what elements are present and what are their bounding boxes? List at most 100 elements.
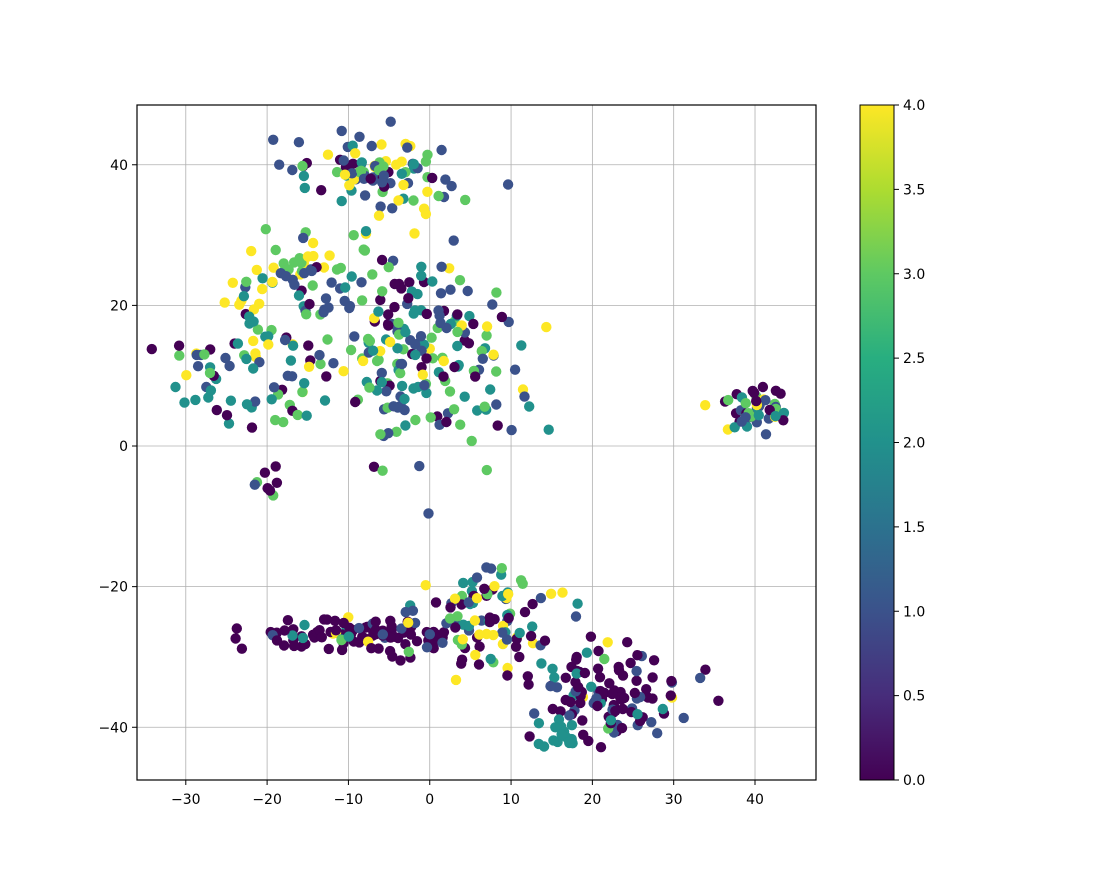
scatter-point bbox=[591, 693, 602, 704]
scatter-point bbox=[387, 651, 398, 662]
scatter-point bbox=[293, 137, 305, 148]
scatter-point bbox=[307, 280, 318, 291]
scatter-point bbox=[533, 718, 545, 729]
scatter-point bbox=[423, 508, 434, 519]
colorbar-tick-label: 1.0 bbox=[903, 604, 925, 620]
scatter-point bbox=[221, 410, 233, 421]
scatter-point bbox=[393, 195, 404, 206]
scatter-point bbox=[616, 722, 628, 734]
scatter-point bbox=[220, 352, 231, 364]
scatter-point bbox=[366, 643, 377, 654]
scatter-point bbox=[470, 371, 481, 382]
plot-area-frame bbox=[136, 104, 817, 781]
scatter-point bbox=[420, 580, 431, 591]
scatter-point bbox=[373, 306, 384, 317]
scatter-point bbox=[466, 435, 477, 447]
y-axis-ticks: −40 −20 0 20 40 bbox=[98, 158, 137, 736]
scatter-point bbox=[441, 416, 452, 428]
scatter-point bbox=[492, 420, 503, 431]
scatter-point bbox=[389, 301, 400, 313]
scatter-point bbox=[357, 355, 369, 367]
scatter-point bbox=[529, 708, 540, 719]
scatter-point bbox=[170, 381, 181, 393]
scatter-point bbox=[509, 364, 521, 375]
scatter-point bbox=[396, 623, 407, 634]
colorbar-ticks: 0.0 0.5 1.0 1.5 2.0 2.5 3.0 3.5 4.0 bbox=[894, 98, 925, 789]
scatter-point bbox=[373, 354, 384, 366]
scatter-point bbox=[346, 271, 357, 282]
scatter-point bbox=[398, 179, 409, 191]
scatter-point bbox=[479, 583, 490, 594]
scatter-point bbox=[316, 185, 327, 196]
scatter-point bbox=[376, 139, 387, 150]
scatter-point bbox=[579, 667, 591, 679]
scatter-point bbox=[356, 165, 367, 176]
scatter-point bbox=[359, 190, 371, 201]
scatter-point bbox=[211, 404, 222, 416]
scatter-point bbox=[424, 629, 435, 640]
scatter-point bbox=[203, 392, 214, 403]
scatter-point bbox=[566, 720, 578, 731]
scatter-point bbox=[416, 270, 427, 281]
scatter-point bbox=[367, 269, 378, 280]
scatter-point bbox=[250, 348, 261, 359]
scatter-point bbox=[225, 395, 237, 406]
scatter-point bbox=[282, 370, 293, 381]
scatter-point bbox=[450, 622, 461, 633]
scatter-point bbox=[435, 288, 447, 299]
colorbar-tick-label: 3.0 bbox=[903, 267, 925, 283]
scatter-point bbox=[410, 414, 421, 426]
scatter-point bbox=[318, 262, 330, 273]
scatter-point bbox=[307, 237, 319, 249]
scatter-point bbox=[321, 371, 332, 382]
scatter-point bbox=[408, 158, 419, 170]
scatter-point bbox=[602, 637, 613, 648]
colorbar-tick-label: 1.5 bbox=[903, 520, 925, 536]
scatter-point bbox=[458, 577, 469, 589]
scatter-point bbox=[502, 179, 514, 190]
scatter-point bbox=[302, 251, 314, 262]
scatter-point bbox=[519, 606, 531, 618]
scatter-point bbox=[314, 349, 325, 361]
scatter-point bbox=[264, 485, 276, 496]
scatter-point bbox=[419, 380, 430, 391]
scatter-point bbox=[525, 630, 537, 642]
scatter-point bbox=[485, 384, 496, 395]
scatter-point bbox=[740, 412, 751, 423]
scatter-point bbox=[506, 424, 517, 436]
scatter-point bbox=[376, 377, 387, 388]
scatter-point bbox=[440, 174, 451, 185]
scatter-point bbox=[299, 619, 310, 631]
scatter-point bbox=[403, 617, 414, 628]
scatter-point bbox=[427, 276, 438, 287]
scatter-point bbox=[270, 414, 281, 426]
scatter-point bbox=[541, 321, 552, 333]
scatter-point bbox=[405, 629, 417, 640]
scatter-point bbox=[322, 334, 333, 345]
scatter-point bbox=[238, 291, 250, 302]
scatter-point bbox=[347, 158, 359, 169]
x-tick-label: 40 bbox=[746, 792, 764, 808]
y-tick-label: 40 bbox=[110, 158, 128, 174]
scatter-point bbox=[350, 396, 361, 408]
scatter-point bbox=[592, 663, 604, 674]
scatter-point bbox=[268, 134, 279, 145]
grid-lines bbox=[137, 105, 816, 780]
scatter-point bbox=[298, 170, 310, 182]
x-tick-label: 0 bbox=[425, 792, 434, 808]
scatter-point bbox=[375, 294, 386, 306]
scatter-point bbox=[348, 230, 359, 241]
scatter-point bbox=[464, 310, 475, 322]
y-tick-label: 0 bbox=[119, 439, 128, 455]
scatter-point bbox=[367, 345, 379, 356]
scatter-point bbox=[657, 703, 668, 715]
colorbar-tick-label: 3.5 bbox=[903, 182, 925, 198]
scatter-point bbox=[377, 286, 388, 297]
scatter-point bbox=[289, 279, 300, 290]
scatter-point bbox=[383, 309, 394, 320]
scatter-point bbox=[358, 244, 369, 255]
scatter-point bbox=[323, 643, 334, 655]
scatter-point bbox=[700, 400, 711, 411]
scatter-point bbox=[400, 326, 411, 338]
scatter-point bbox=[331, 166, 343, 178]
